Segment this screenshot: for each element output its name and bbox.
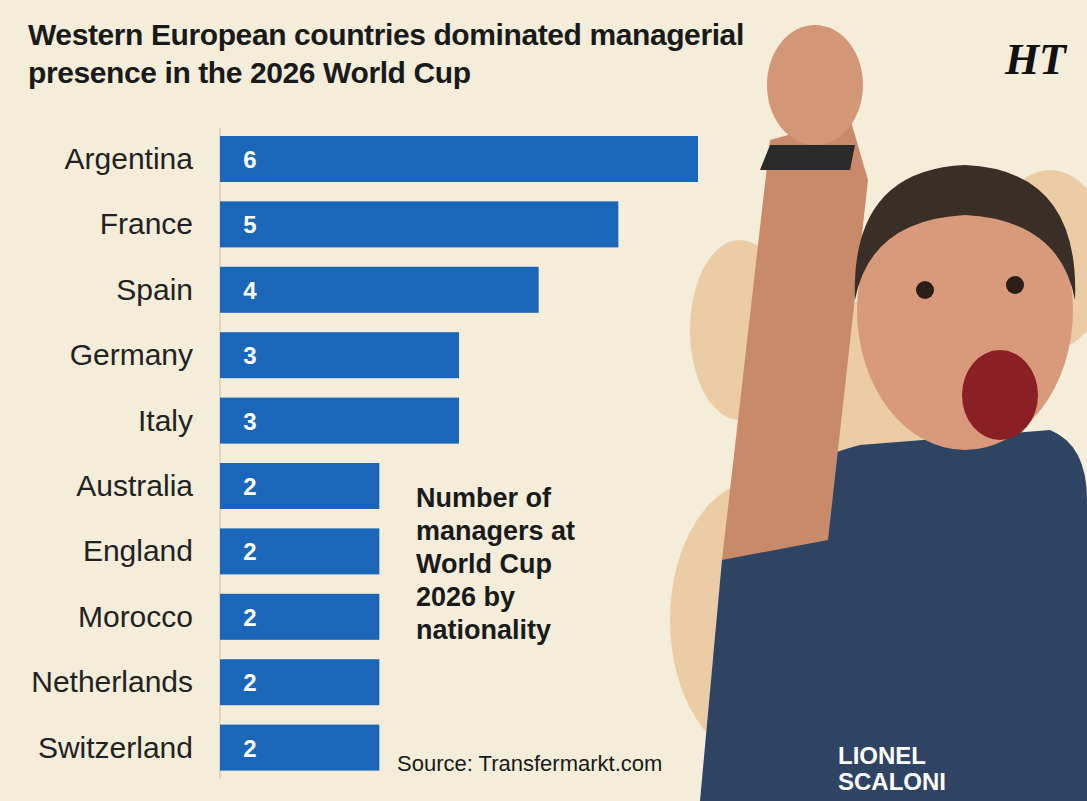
photo-caption: LIONELSCALONI — [838, 742, 946, 795]
category-label: Italy — [138, 404, 193, 437]
arm — [722, 118, 868, 560]
category-label: Switzerland — [38, 731, 193, 764]
data-label: 5 — [243, 211, 256, 238]
data-label: 2 — [243, 538, 256, 565]
data-label: 2 — [243, 669, 256, 696]
bar — [220, 201, 618, 247]
bar — [220, 594, 379, 640]
data-label: 6 — [243, 146, 256, 173]
bracelet — [760, 145, 855, 170]
hand — [767, 25, 863, 145]
title: Western European countries dominated man… — [28, 16, 748, 92]
bar — [220, 267, 539, 313]
hair — [855, 165, 1075, 300]
category-label: Argentina — [65, 142, 194, 175]
source: Source: Transfermarkt.com — [397, 751, 662, 776]
bar — [220, 528, 379, 574]
eye — [916, 281, 934, 299]
bar — [220, 463, 379, 509]
data-label: 2 — [243, 735, 256, 762]
category-label: Netherlands — [31, 665, 193, 698]
chart: Argentina 6 France 5 Spain 4 Germany 3 Italy 3 Aus… — [0, 0, 1087, 801]
logo: HT — [1004, 35, 1068, 84]
bar — [220, 725, 379, 771]
data-label: 3 — [243, 342, 256, 369]
data-label: 2 — [243, 604, 256, 631]
category-label: Spain — [116, 273, 193, 306]
bar — [220, 659, 379, 705]
labels: Argentina 6 France 5 Spain 4 Germany 3 Italy 3 Aus… — [31, 142, 257, 764]
category-label: Australia — [76, 469, 193, 502]
data-label: 2 — [243, 473, 256, 500]
category-label: Germany — [70, 338, 193, 371]
data-label: 3 — [243, 408, 256, 435]
category-label: England — [83, 534, 193, 567]
annotation: Number of managers at World Cup 2026 by … — [416, 482, 616, 647]
bar — [220, 332, 459, 378]
bar — [220, 398, 459, 444]
category-label: France — [100, 207, 193, 240]
category-label: Morocco — [78, 600, 193, 633]
eye — [1006, 276, 1024, 294]
bars — [220, 136, 698, 771]
photo-illustration — [670, 25, 1087, 801]
mouth — [962, 350, 1038, 440]
data-label: 4 — [243, 277, 257, 304]
bar — [220, 136, 698, 182]
